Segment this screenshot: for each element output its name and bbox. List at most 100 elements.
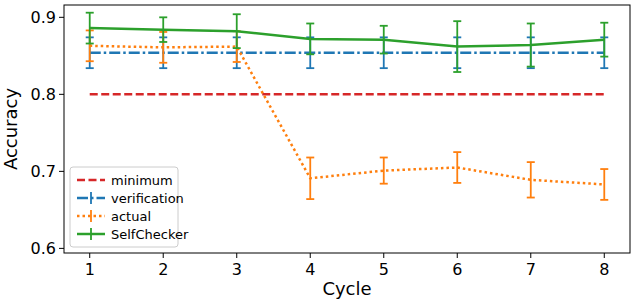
error-cap (380, 67, 388, 69)
error-bar (600, 23, 608, 57)
legend-handle (77, 179, 105, 182)
x-tick-label: 4 (305, 260, 315, 279)
legend: minimum verification actual SelfChecker (70, 167, 189, 247)
y-tick (59, 94, 64, 95)
x-tick (89, 253, 90, 258)
x-tick (383, 253, 384, 258)
series-line (90, 52, 605, 55)
error-bar (453, 21, 461, 72)
error-cap (527, 197, 535, 199)
error-cap (233, 13, 241, 15)
error-cap (159, 16, 167, 18)
error-stem (603, 169, 605, 200)
x-tick-label: 8 (599, 260, 609, 279)
x-tick-label: 1 (85, 260, 95, 279)
error-cap (453, 182, 461, 184)
error-cap (380, 183, 388, 185)
x-tick-label: 7 (526, 260, 536, 279)
error-cap (600, 22, 608, 24)
legend-label: actual (111, 209, 151, 224)
error-cap (233, 61, 241, 63)
y-tick (59, 17, 64, 18)
error-stem (309, 23, 311, 54)
error-cap (306, 53, 314, 55)
x-tick (530, 253, 531, 258)
legend-error-handle (90, 228, 92, 240)
legend-label: verification (111, 191, 184, 206)
error-stem (383, 26, 385, 54)
plot-data (86, 13, 609, 200)
error-cap (233, 47, 241, 49)
axes: 123456780.60.70.80.9 (31, 8, 610, 279)
series-line (90, 46, 605, 185)
series-0 (90, 94, 605, 95)
plot-frame (64, 5, 630, 253)
error-bar (380, 26, 388, 54)
error-cap (159, 62, 167, 64)
error-stem (456, 21, 458, 72)
error-cap (86, 12, 94, 14)
series-line (90, 93, 605, 96)
error-cap (86, 67, 94, 69)
legend-label: minimum (111, 173, 173, 188)
y-tick-label: 0.8 (31, 85, 56, 104)
y-tick-label: 0.9 (31, 8, 56, 27)
error-cap (380, 53, 388, 55)
error-cap (159, 67, 167, 69)
error-stem (89, 13, 91, 44)
y-tick-label: 0.7 (31, 162, 56, 181)
x-tick (236, 253, 237, 258)
error-stem (530, 162, 532, 197)
x-axis-label: Cycle (322, 278, 371, 299)
error-bar (600, 169, 608, 200)
error-stem (603, 23, 605, 57)
error-cap (306, 23, 314, 25)
error-cap (86, 60, 94, 62)
y-tick (59, 248, 64, 249)
error-cap (453, 20, 461, 22)
error-stem (162, 17, 164, 42)
error-cap (86, 43, 94, 45)
x-tick (457, 253, 458, 258)
error-cap (527, 23, 535, 25)
x-tick-label: 3 (232, 260, 242, 279)
error-cap (380, 157, 388, 159)
error-bar (527, 23, 535, 66)
x-tick-label: 5 (379, 260, 389, 279)
legend-error-handle (90, 210, 92, 222)
error-bar (306, 23, 314, 54)
error-bar (86, 13, 94, 44)
y-axis-label: Accuracy (0, 88, 21, 171)
error-cap (233, 67, 241, 69)
error-cap (453, 71, 461, 73)
error-cap (600, 67, 608, 69)
x-tick (604, 253, 605, 258)
error-cap (600, 56, 608, 58)
error-bar (453, 152, 461, 183)
x-tick (310, 253, 311, 258)
error-cap (159, 41, 167, 43)
series-3 (86, 13, 609, 72)
error-cap (527, 67, 535, 69)
error-cap (306, 157, 314, 159)
error-bar (527, 162, 535, 197)
error-stem (456, 152, 458, 183)
error-cap (453, 151, 461, 153)
y-tick (59, 171, 64, 172)
error-stem (530, 23, 532, 66)
error-bar (233, 14, 241, 48)
chart-container: 123456780.60.70.80.9CycleAccuracyminimum… (0, 0, 640, 299)
error-stem (309, 157, 311, 199)
error-bar (306, 157, 314, 199)
error-cap (527, 66, 535, 68)
series-line (90, 28, 605, 46)
legend-label: SelfChecker (111, 227, 189, 242)
x-tick (163, 253, 164, 258)
error-cap (380, 25, 388, 27)
x-tick-label: 6 (452, 260, 462, 279)
legend-error-handle (90, 192, 92, 204)
error-stem (383, 157, 385, 183)
error-cap (527, 161, 535, 163)
error-bar (380, 157, 388, 183)
error-cap (306, 67, 314, 69)
